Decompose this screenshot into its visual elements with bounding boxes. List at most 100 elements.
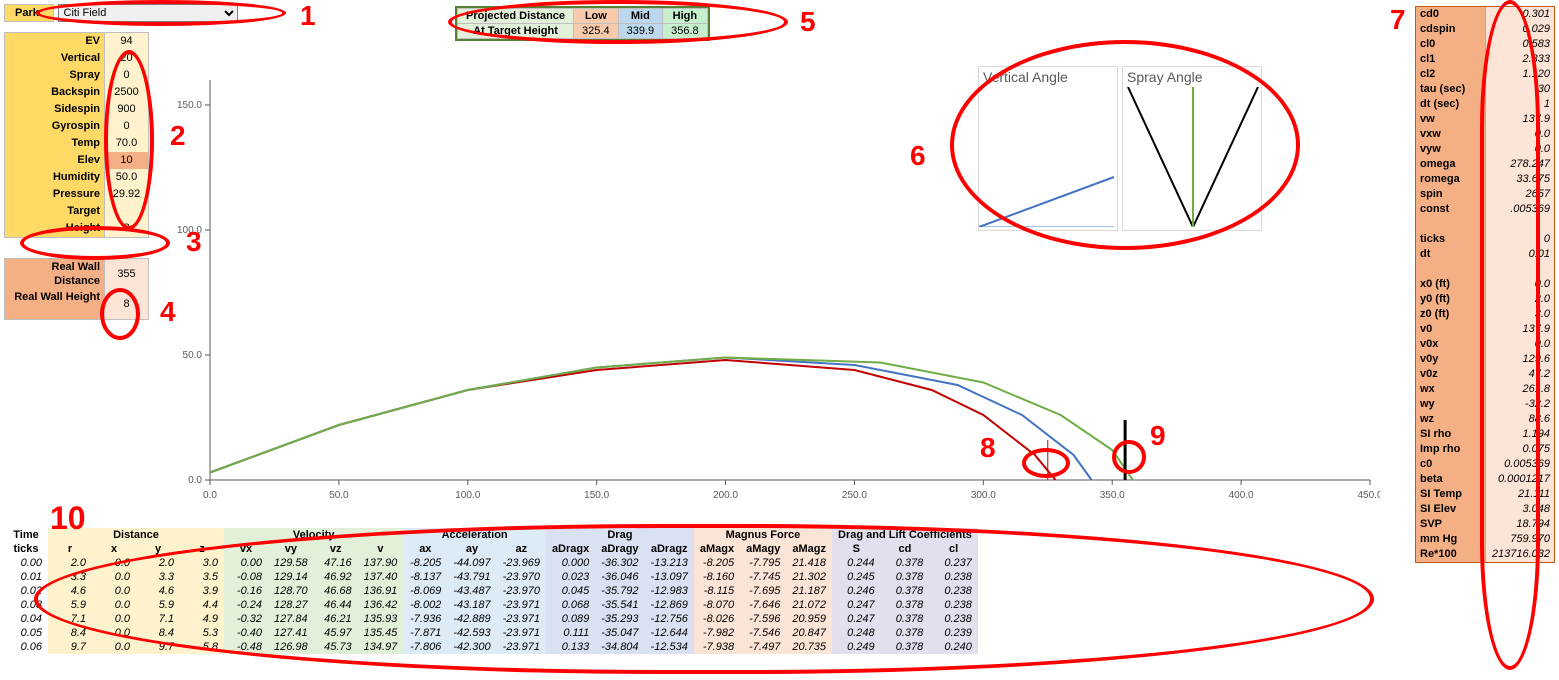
input-value[interactable]: 8 [105,220,148,237]
table-cell: 0.248 [832,626,881,640]
input-value[interactable]: 94 [105,33,148,50]
table-cell: 4.4 [180,598,224,612]
input-value[interactable]: 0 [105,118,148,135]
table-cell: 0.0 [92,640,136,654]
const-row: cdspin0.029 [1416,22,1554,37]
wall-value[interactable]: 355 [105,259,148,289]
input-row: Elev10 [5,152,148,169]
input-value[interactable]: 29.92 [105,186,148,203]
constants-panel: cd00.301cdspin0.029cl00.583cl12.333cl21.… [1415,6,1555,563]
input-value[interactable]: 20 [105,50,148,67]
inputs-block: EV94Vertical20Spray0Backspin2500Sidespin… [4,32,149,238]
table-cell: 127.41 [268,626,314,640]
table-cell: 3.3 [136,570,180,584]
table-cell: -8.026 [694,612,740,626]
table-cell: 0.238 [929,584,978,598]
proj-val-mid: 339.9 [618,24,663,39]
svg-text:0.0: 0.0 [203,490,217,501]
table-cell: -12.983 [645,584,694,598]
table-cell: 3.5 [180,570,224,584]
table-cell: 47.16 [314,556,358,570]
table-cell: -42.300 [447,640,496,654]
const-value: 0.005369 [1486,457,1554,472]
table-cell: 4.6 [136,584,180,598]
const-label: y0 (ft) [1416,292,1486,307]
table-cell: 9.7 [136,640,180,654]
table-cell: -12.644 [645,626,694,640]
table-cell: 46.21 [314,612,358,626]
col-header: S [832,542,881,556]
table-cell: -7.938 [694,640,740,654]
table-cell: 3.9 [180,584,224,598]
col-header: cd [881,542,930,556]
const-row: cd00.301 [1416,7,1554,22]
table-cell: 0.244 [832,556,881,570]
table-row: 0.024.60.04.63.9-0.16128.7046.68136.91-8… [4,584,978,598]
park-select[interactable]: Citi Field [58,4,238,22]
const-row: v0x0.0 [1416,337,1554,352]
table-cell: -23.971 [497,640,546,654]
input-value[interactable]: 10 [105,152,148,169]
col-header: ticks [4,542,48,556]
input-row: Spray0 [5,67,148,84]
table-cell: -42.889 [447,612,496,626]
col-header: x [92,542,136,556]
wall-row: Real Wall Height8 [5,289,148,319]
table-cell: 46.68 [314,584,358,598]
table-cell: -0.08 [224,570,268,584]
input-label: Humidity [5,169,105,186]
const-label: vxw [1416,127,1486,142]
const-row: ticks0 [1416,232,1554,247]
data-table: TimeDistanceVelocityAccelerationDragMagn… [4,528,1384,654]
col-header: y [136,542,180,556]
input-value[interactable] [105,203,148,220]
const-label: wy [1416,397,1486,412]
const-label: mm Hg [1416,532,1486,547]
svg-text:50.0: 50.0 [329,490,349,501]
group-header: Acceleration [403,528,546,542]
const-value: 3.0 [1486,307,1554,322]
const-label: z0 (ft) [1416,307,1486,322]
table-cell: -8.002 [403,598,447,612]
table-cell: 5.3 [180,626,224,640]
table-cell: 20.959 [786,612,832,626]
table-cell: -8.069 [403,584,447,598]
col-header: cl [929,542,978,556]
table-cell: 21.187 [786,584,832,598]
table-row: 0.058.40.08.45.3-0.40127.4145.97135.45-7… [4,626,978,640]
table-cell: 20.735 [786,640,832,654]
const-value: 88.6 [1486,412,1554,427]
table-cell: -23.971 [497,598,546,612]
table-cell: -7.871 [403,626,447,640]
input-value[interactable]: 70.0 [105,135,148,152]
table-cell: -35.047 [595,626,644,640]
table-cell: -8.205 [403,556,447,570]
proj-col-low: Low [574,9,619,24]
col-header: vy [268,542,314,556]
wall-value[interactable]: 8 [105,289,148,319]
table-cell: 136.91 [358,584,404,598]
input-value[interactable]: 900 [105,101,148,118]
const-value: .005369 [1486,202,1554,217]
const-label: SI rho [1416,427,1486,442]
const-label: Re*100 [1416,547,1486,562]
table-cell: -35.541 [595,598,644,612]
group-header: Magnus Force [694,528,832,542]
table-cell: 0.378 [881,556,930,570]
const-value: 759.970 [1486,532,1554,547]
const-row: wz88.6 [1416,412,1554,427]
input-label: Pressure [5,186,105,203]
table-cell: 0.378 [881,570,930,584]
svg-text:300.0: 300.0 [971,490,996,501]
input-label: Temp [5,135,105,152]
input-value[interactable]: 2500 [105,84,148,101]
const-label: cl0 [1416,37,1486,52]
table-cell: 21.418 [786,556,832,570]
input-value[interactable]: 50.0 [105,169,148,186]
input-value[interactable]: 0 [105,67,148,84]
table-cell: -12.869 [645,598,694,612]
table-cell: 2.0 [136,556,180,570]
const-label: v0z [1416,367,1486,382]
table-cell: 0.0 [92,612,136,626]
table-cell: 3.3 [48,570,92,584]
